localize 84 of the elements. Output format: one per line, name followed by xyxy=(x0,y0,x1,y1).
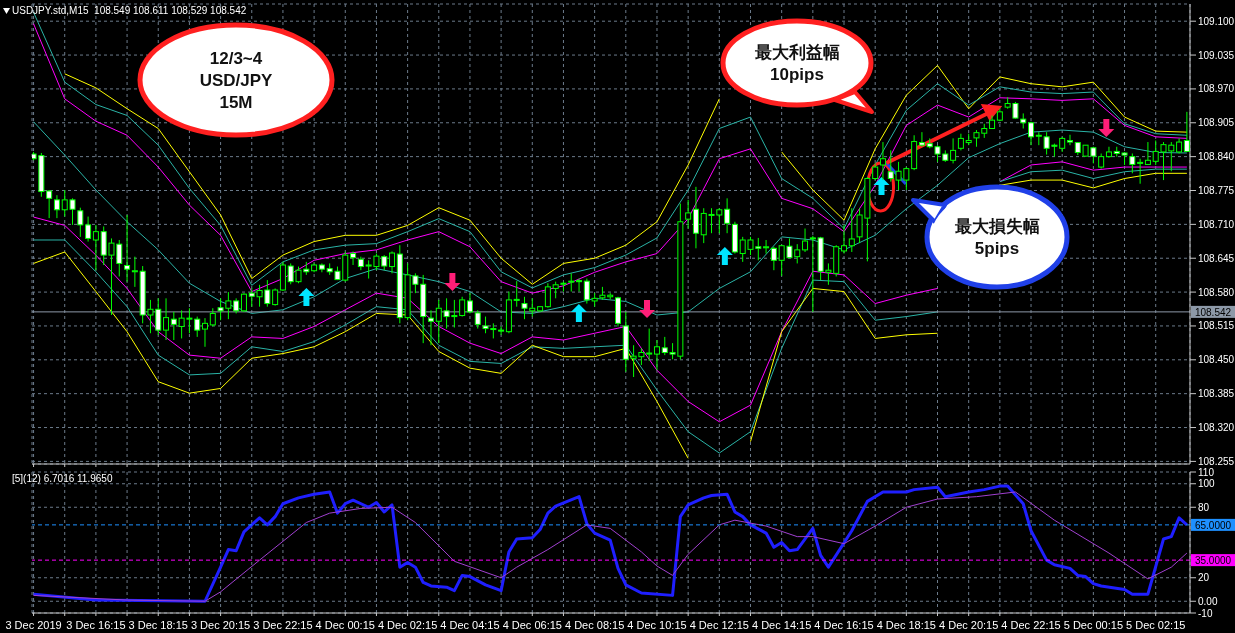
candlestick xyxy=(576,278,583,293)
line-series xyxy=(33,121,1188,316)
y-tick-label: 108.385 xyxy=(1198,388,1235,400)
y-tick-label: 108.515 xyxy=(1198,320,1235,332)
candlestick xyxy=(653,339,660,371)
x-tick-label: 3 Dec 2019 xyxy=(5,619,62,631)
y-tick-label: 0.00 xyxy=(1198,595,1218,607)
x-tick-label: 3 Dec 20:15 xyxy=(190,619,251,631)
candlestick xyxy=(770,246,777,271)
x-tick-label: 3 Dec 22:15 xyxy=(253,619,313,631)
y-tick-label: 108.645 xyxy=(1198,252,1235,264)
candlestick xyxy=(1144,141,1151,166)
candlestick xyxy=(163,297,170,341)
y-tick-label: 20 xyxy=(1198,572,1210,584)
x-tick-label: 5 Dec 02:15 xyxy=(1126,619,1186,631)
y-tick-label: 108.710 xyxy=(1198,218,1235,230)
candlestick xyxy=(568,272,575,293)
candlestick xyxy=(427,309,434,346)
x-tick-label: 4 Dec 00:15 xyxy=(315,619,375,631)
chart-title: USDJPY.std,M15 108.549 108.611 108.529 108.542 xyxy=(12,5,247,16)
candlestick xyxy=(77,207,84,238)
y-tick-label: 108.450 xyxy=(1198,354,1235,366)
annotation: 最大損失幅 5pips xyxy=(953,217,1040,258)
x-tick-label: 5 Dec 00:15 xyxy=(1063,619,1124,631)
x-tick-label: 4 Dec 16:15 xyxy=(814,619,874,631)
candlestick xyxy=(350,250,357,266)
x-tick-label: 3 Dec 18:15 xyxy=(128,619,188,631)
x-tick-label: 4 Dec 18:15 xyxy=(876,619,937,631)
ref-line-label: 108.542 xyxy=(1194,306,1232,318)
ref-line-label: 35.0000 xyxy=(1194,555,1232,567)
candlestick xyxy=(879,141,886,181)
x-tick-label: 4 Dec 10:15 xyxy=(627,619,687,631)
candlestick xyxy=(1137,158,1144,185)
x-tick-label: 3 Dec 16:15 xyxy=(66,619,126,631)
candlestick xyxy=(202,317,208,348)
ref-line-label: 65.0000 xyxy=(1194,519,1232,531)
y-tick-label: 110 xyxy=(1198,466,1215,478)
chart-title: [5](12) 6.7016 11.9650 xyxy=(12,473,113,484)
y-tick-label: 108.320 xyxy=(1198,422,1235,434)
candlestick xyxy=(918,131,925,148)
candlestick xyxy=(1129,153,1136,174)
x-tick-label: 4 Dec 06:15 xyxy=(502,619,562,631)
candlestick xyxy=(802,228,809,253)
candlestick xyxy=(1066,134,1073,146)
annotation: 最大利益幅 10pips xyxy=(753,43,840,84)
candlestick xyxy=(763,239,770,255)
y-tick-label: 108.580 xyxy=(1198,286,1235,298)
y-tick-label: 108.255 xyxy=(1198,455,1235,467)
y-tick-label: 100 xyxy=(1198,478,1216,490)
candlestick xyxy=(685,199,692,230)
candlestick xyxy=(124,214,131,283)
x-tick-label: 4 Dec 02:15 xyxy=(377,619,438,631)
candlestick xyxy=(85,216,92,243)
candlestick xyxy=(1183,111,1190,153)
y-tick-label: 80 xyxy=(1198,501,1210,513)
candlestick xyxy=(474,309,481,330)
x-tick-label: 4 Dec 12:15 xyxy=(689,619,749,631)
candlestick xyxy=(1105,146,1112,159)
y-tick-label: 109.035 xyxy=(1198,49,1235,61)
candlestick xyxy=(513,280,520,308)
candlestick xyxy=(498,325,505,336)
y-tick-label: -10 xyxy=(1198,607,1213,619)
candlestick xyxy=(131,256,138,288)
candlestick xyxy=(544,282,551,309)
annotation: 12/3~4 USD/JPY 15M xyxy=(199,49,274,112)
candlestick xyxy=(841,224,847,255)
y-tick-label: 108.905 xyxy=(1198,117,1235,129)
candlestick xyxy=(692,186,699,249)
candlestick xyxy=(240,292,247,313)
y-tick-label: 108.840 xyxy=(1198,151,1235,163)
y-tick-label: 108.775 xyxy=(1198,185,1235,197)
candlestick xyxy=(389,250,396,274)
candlestick xyxy=(92,224,99,271)
candlestick xyxy=(724,197,731,234)
y-tick-label: 109.100 xyxy=(1198,15,1235,27)
x-tick-label: 4 Dec 04:15 xyxy=(440,619,500,631)
x-tick-label: 4 Dec 08:15 xyxy=(564,619,625,631)
candlestick xyxy=(53,194,60,219)
x-tick-label: 4 Dec 20:15 xyxy=(939,619,999,631)
x-tick-label: 4 Dec 22:15 xyxy=(1001,619,1061,631)
x-tick-label: 4 Dec 14:15 xyxy=(752,619,812,631)
candlestick xyxy=(848,207,855,253)
candlestick xyxy=(950,137,957,164)
y-tick-label: 108.970 xyxy=(1198,83,1235,95)
